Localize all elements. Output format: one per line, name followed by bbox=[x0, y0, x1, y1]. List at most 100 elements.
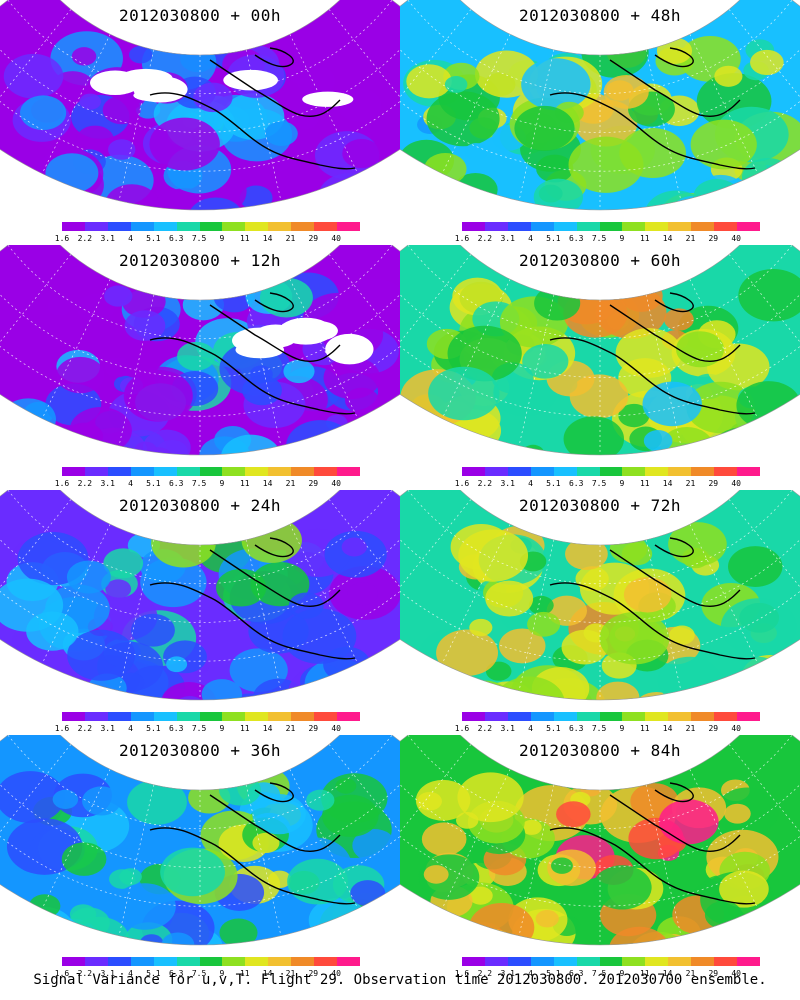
colorbar-tick-label: 6.3 bbox=[568, 724, 584, 733]
colorbar-labels: 1.6 2.2 3.1 4 5.1 6.3 7.5 9 11 14 21 29 40 bbox=[450, 724, 770, 734]
colorbar-tick-label: 11 bbox=[639, 234, 650, 243]
colorbar-tick-label: 2.2 bbox=[77, 479, 93, 488]
colorbar-swatch bbox=[268, 467, 292, 476]
colorbar-tick-label: 1.6 bbox=[54, 479, 70, 488]
colorbar-tick-label: 2.2 bbox=[477, 479, 493, 488]
colorbar-tick-label: 3.1 bbox=[500, 969, 515, 978]
colorbar-swatch bbox=[176, 222, 200, 231]
colorbar-tick-label: 9 bbox=[619, 724, 625, 733]
colorbar-swatch bbox=[484, 222, 508, 231]
colorbar-tick-label: 1.6 bbox=[454, 234, 470, 243]
colorbar-swatch bbox=[484, 712, 508, 721]
colorbar-tick-label: 11 bbox=[639, 724, 650, 733]
colorbar-tick-label: 2.2 bbox=[77, 724, 93, 733]
colorbar-tick-label: 40 bbox=[731, 969, 741, 978]
colorbar-swatch bbox=[62, 957, 85, 966]
variance-map bbox=[400, 490, 800, 701]
colorbar-tick-label: 29 bbox=[708, 969, 719, 978]
colorbar-swatch bbox=[553, 222, 577, 231]
colorbar-swatch bbox=[245, 467, 269, 476]
colorbar bbox=[62, 957, 360, 966]
colorbar-swatch bbox=[199, 957, 223, 966]
colorbar-tick-label: 40 bbox=[331, 234, 341, 243]
panel-title: 2012030800 + 72h bbox=[518, 496, 682, 515]
colorbar-swatch bbox=[576, 957, 600, 966]
colorbar-tick-label: 7.5 bbox=[191, 479, 207, 488]
colorbar-tick-label: 3.1 bbox=[500, 724, 515, 733]
colorbar-tick-label: 21 bbox=[685, 969, 696, 978]
colorbar-tick-label: 7.5 bbox=[191, 234, 207, 243]
colorbar-swatch bbox=[507, 222, 531, 231]
colorbar-swatch bbox=[153, 467, 177, 476]
colorbar-swatch bbox=[737, 712, 760, 721]
colorbar-tick-label: 14 bbox=[662, 234, 673, 243]
colorbar-tick-label: 4 bbox=[128, 479, 133, 488]
colorbar-tick-label: 3.1 bbox=[100, 234, 115, 243]
colorbar-swatch bbox=[576, 467, 600, 476]
colorbar-tick-label: 4 bbox=[528, 479, 533, 488]
colorbar-swatch bbox=[337, 467, 360, 476]
colorbar bbox=[62, 222, 360, 231]
colorbar-swatch bbox=[668, 222, 692, 231]
variance-map bbox=[400, 735, 800, 946]
colorbar-tick-label: 6.3 bbox=[568, 969, 584, 978]
colorbar-swatch bbox=[645, 467, 669, 476]
colorbar bbox=[62, 467, 360, 476]
colorbar-swatch bbox=[130, 222, 154, 231]
colorbar-tick-label: 14 bbox=[262, 479, 273, 488]
colorbar-swatch bbox=[107, 222, 131, 231]
colorbar-tick-label: 9 bbox=[219, 724, 225, 733]
colorbar-tick-label: 11 bbox=[639, 479, 650, 488]
colorbar-swatch bbox=[130, 712, 154, 721]
colorbar-tick-label: 5.1 bbox=[146, 479, 161, 488]
colorbar-tick-label: 4 bbox=[528, 969, 533, 978]
colorbar-swatch bbox=[199, 467, 223, 476]
colorbar-swatch bbox=[314, 222, 338, 231]
colorbar-swatch bbox=[599, 712, 623, 721]
colorbar-tick-label: 9 bbox=[619, 234, 625, 243]
colorbar bbox=[62, 712, 360, 721]
forecast-panel: 2012030800 + 36h 1.6 2.2 3.1 4 5.1 6.3 7.5 9 11 14… bbox=[0, 735, 400, 980]
colorbar-labels: 1.6 2.2 3.1 4 5.1 6.3 7.5 9 11 14 21 29 40 bbox=[50, 969, 370, 979]
colorbar-tick-label: 40 bbox=[331, 724, 341, 733]
panel-title: 2012030800 + 36h bbox=[118, 741, 282, 760]
colorbar-swatch bbox=[530, 712, 554, 721]
colorbar-swatch bbox=[268, 222, 292, 231]
colorbar-swatch bbox=[176, 467, 200, 476]
colorbar-swatch bbox=[691, 467, 715, 476]
colorbar-swatch bbox=[691, 957, 715, 966]
colorbar-swatch bbox=[291, 467, 315, 476]
colorbar-swatch bbox=[84, 467, 108, 476]
coastline bbox=[549, 47, 756, 170]
colorbar-tick-label: 5.1 bbox=[546, 234, 561, 243]
colorbar-tick-label: 1.6 bbox=[54, 234, 70, 243]
colorbar-swatch bbox=[314, 712, 338, 721]
colorbar-swatch bbox=[622, 712, 646, 721]
colorbar-tick-label: 29 bbox=[308, 969, 319, 978]
colorbar-tick-label: 9 bbox=[619, 479, 625, 488]
colorbar-tick-label: 6.3 bbox=[168, 479, 184, 488]
colorbar-swatch bbox=[737, 957, 760, 966]
colorbar-tick-label: 4 bbox=[128, 234, 133, 243]
colorbar-tick-label: 9 bbox=[219, 479, 225, 488]
colorbar bbox=[462, 957, 760, 966]
colorbar-swatch bbox=[714, 222, 738, 231]
colorbar-swatch bbox=[222, 712, 246, 721]
colorbar-tick-label: 5.1 bbox=[546, 969, 561, 978]
colorbar-tick-label: 40 bbox=[331, 479, 341, 488]
colorbar-swatch bbox=[176, 712, 200, 721]
colorbar-tick-label: 29 bbox=[708, 234, 719, 243]
colorbar-tick-label: 7.5 bbox=[191, 724, 207, 733]
colorbar-tick-label: 29 bbox=[308, 724, 319, 733]
colorbar-tick-label: 7.5 bbox=[591, 479, 607, 488]
colorbar-swatch bbox=[291, 712, 315, 721]
colorbar-tick-label: 3.1 bbox=[100, 969, 115, 978]
variance-map bbox=[400, 245, 800, 456]
colorbar-swatch bbox=[84, 222, 108, 231]
colorbar-swatch bbox=[62, 712, 85, 721]
colorbar-tick-label: 5.1 bbox=[146, 234, 161, 243]
colorbar-swatch bbox=[691, 222, 715, 231]
panel-title: 2012030800 + 12h bbox=[118, 251, 282, 270]
forecast-panel: 2012030800 + 24h 1.6 2.2 3.1 4 5.1 6.3 7.5 9 11 14… bbox=[0, 490, 400, 735]
colorbar-tick-label: 11 bbox=[239, 479, 250, 488]
